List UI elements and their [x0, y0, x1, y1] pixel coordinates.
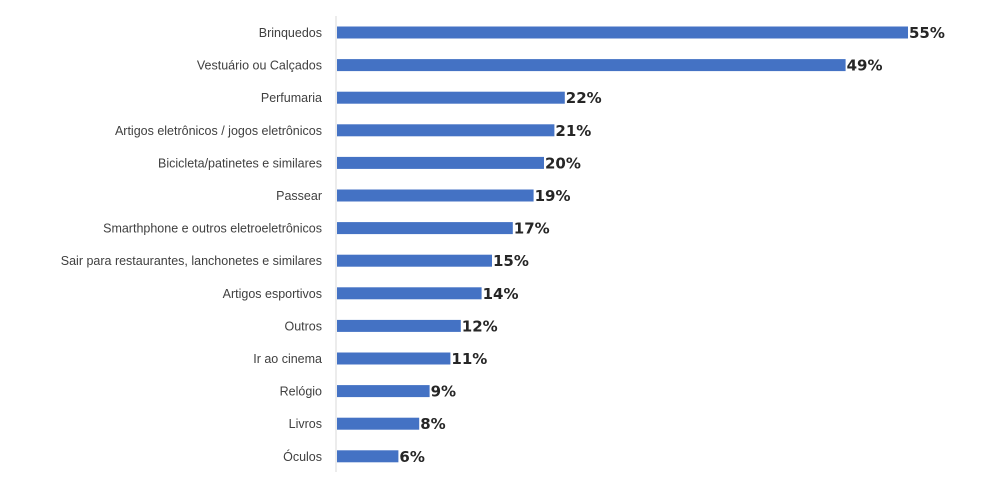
bar — [337, 450, 399, 463]
value-label: 19% — [535, 187, 571, 205]
value-label: 20% — [545, 154, 581, 172]
category-label: Vestuário ou Calçados — [197, 59, 322, 73]
bar — [337, 222, 513, 235]
value-label: 11% — [451, 350, 487, 368]
value-label: 8% — [420, 415, 445, 433]
value-label: 55% — [909, 24, 945, 42]
category-labels: Brinquedos Vestuário ou Calçados Perfumari… — [61, 26, 322, 464]
bar — [337, 287, 482, 300]
bar — [337, 352, 451, 365]
category-label: Brinquedos — [259, 26, 322, 40]
bar — [337, 124, 555, 137]
bar — [337, 91, 565, 104]
category-label: Artigos eletrônicos / jogos eletrônicos — [115, 124, 322, 138]
category-label: Smarthphone e outros eletroeletrônicos — [103, 222, 322, 236]
category-label: Livros — [289, 417, 322, 431]
value-label: 15% — [493, 252, 529, 270]
bar — [337, 319, 461, 332]
category-label: Relógio — [280, 385, 322, 399]
bar — [337, 26, 908, 39]
value-label: 49% — [847, 57, 883, 75]
category-label: Bicicleta/patinetes e similares — [158, 156, 322, 170]
bar — [337, 385, 430, 398]
category-label: Outros — [284, 319, 322, 333]
category-label: Óculos — [283, 449, 322, 464]
category-label: Ir ao cinema — [253, 352, 322, 366]
value-labels: 55% 49% 22% 21% 20% 19% 17% 15% 14% 12% 11% 9% 8% 6% — [399, 24, 945, 466]
bar — [337, 417, 420, 430]
category-label: Artigos esportivos — [223, 287, 322, 301]
bar — [337, 156, 544, 169]
category-label: Sair para restaurantes, lanchonetes e si… — [61, 254, 322, 268]
bar — [337, 254, 492, 267]
value-label: 14% — [483, 285, 519, 303]
value-label: 21% — [555, 122, 591, 140]
bar — [337, 189, 534, 202]
bar — [337, 59, 846, 72]
value-label: 9% — [431, 383, 456, 401]
category-label: Perfumaria — [261, 91, 322, 105]
category-label: Passear — [276, 189, 322, 203]
value-label: 17% — [514, 220, 550, 238]
value-label: 6% — [399, 448, 424, 466]
bars — [337, 26, 908, 463]
value-label: 22% — [566, 89, 602, 107]
value-label: 12% — [462, 317, 498, 335]
